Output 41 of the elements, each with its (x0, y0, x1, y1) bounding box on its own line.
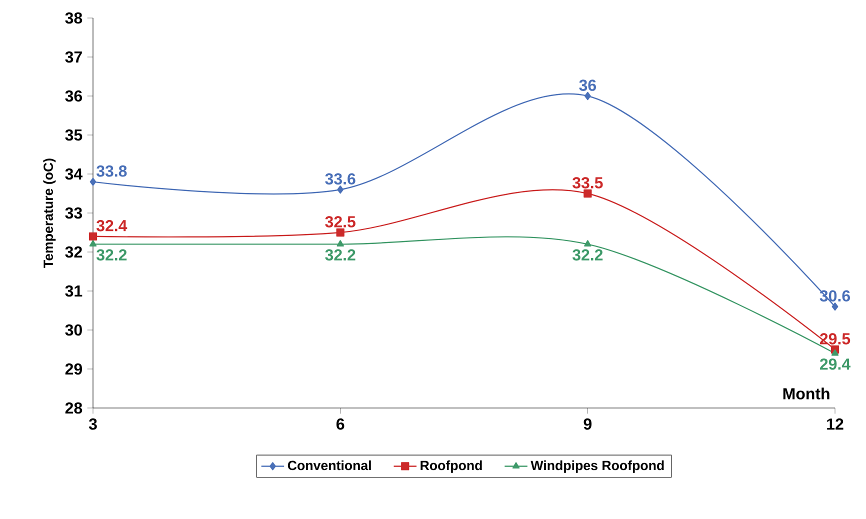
x-tick-label: 3 (88, 418, 97, 430)
legend-label: Roofpond (420, 460, 482, 473)
x-tick-label: 9 (584, 418, 592, 430)
point (584, 240, 592, 247)
data-label: 32.5 (325, 216, 356, 228)
data-label: 29.4 (820, 358, 850, 370)
y-tick-label: 33 (65, 207, 82, 219)
x-tick-label: 12 (827, 418, 844, 430)
point (831, 349, 839, 356)
legend-label: Conventional (288, 460, 371, 470)
point (584, 92, 591, 100)
point (336, 240, 344, 247)
y-tick-label: 32 (65, 246, 82, 258)
y-axis-title: Temperature (oC) (43, 158, 56, 268)
point (90, 178, 96, 186)
data-label: 33.8 (96, 165, 127, 177)
x-axis-title: Month (783, 388, 830, 400)
data-label: 32.4 (96, 220, 128, 232)
data-label: 32.2 (572, 249, 603, 261)
data-label: 33.5 (572, 177, 603, 188)
point (337, 186, 344, 194)
y-tick-label: 31 (65, 285, 82, 297)
y-tick-label: 28 (65, 402, 82, 414)
data-label: 32.2 (325, 249, 356, 261)
y-tick-label: 34 (65, 168, 83, 180)
data-label: 36 (579, 80, 596, 91)
y-tick-label: 36 (65, 90, 82, 102)
point (88, 232, 98, 240)
point (336, 228, 344, 237)
point (832, 302, 838, 311)
y-tick-label: 29 (65, 363, 82, 375)
data-label: 32.2 (96, 249, 127, 261)
data-label: 33.6 (325, 173, 356, 185)
y-tick-label: 35 (65, 129, 82, 141)
y-tick-label: 30 (65, 324, 82, 336)
y-tick-label: 38 (65, 12, 82, 24)
y-tick-label: 37 (65, 51, 82, 63)
x-tick-label: 6 (336, 418, 344, 430)
point (584, 189, 592, 198)
legend-label: Windpipes Roofpond (530, 460, 664, 473)
point (89, 240, 97, 247)
